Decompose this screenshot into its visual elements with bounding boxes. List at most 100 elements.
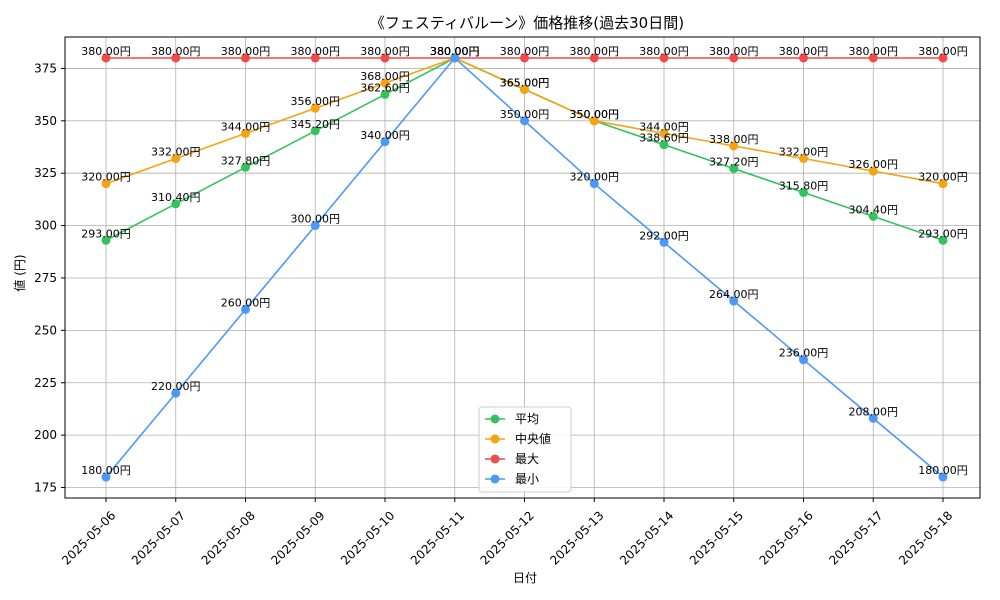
- data-label: 380.00円: [570, 45, 620, 58]
- x-tick-label: 2025-05-08: [199, 508, 258, 567]
- data-point: [101, 235, 111, 245]
- data-point: [868, 53, 878, 63]
- data-point: [799, 53, 808, 63]
- data-label: 292.00円: [639, 229, 689, 242]
- data-label: 380.00円: [291, 45, 341, 58]
- data-label: 365.00円: [500, 76, 550, 89]
- data-point: [659, 53, 669, 63]
- data-label: 236.00円: [779, 347, 829, 360]
- x-tick-label: 2025-05-06: [59, 508, 118, 567]
- data-point: [659, 237, 669, 247]
- data-label: 380.00円: [639, 45, 689, 58]
- legend-marker: [490, 414, 500, 424]
- x-tick-label: 2025-05-14: [617, 508, 676, 567]
- data-label: 180.00円: [81, 464, 131, 477]
- data-point: [520, 84, 529, 94]
- y-tick-label: 175: [34, 481, 57, 495]
- data-label: 380.00円: [81, 45, 131, 58]
- data-point: [101, 472, 111, 482]
- data-point: [380, 89, 390, 99]
- legend-marker: [490, 454, 500, 464]
- data-point: [241, 162, 250, 172]
- data-point: [589, 53, 599, 63]
- data-label: 300.00円: [291, 213, 341, 226]
- data-point: [380, 53, 390, 63]
- data-point: [729, 53, 739, 63]
- data-point: [938, 53, 948, 63]
- data-point: [868, 166, 878, 176]
- data-point: [380, 78, 390, 88]
- data-label: 350.00円: [500, 108, 550, 121]
- y-tick-label: 275: [34, 271, 57, 285]
- data-label: 338.00円: [709, 133, 759, 146]
- data-point: [659, 128, 669, 138]
- legend-label: 最小: [515, 472, 539, 486]
- data-label: 350.00円: [570, 108, 620, 121]
- data-point: [799, 355, 808, 365]
- data-label: 320.00円: [570, 171, 620, 184]
- series-2: [101, 53, 948, 189]
- data-label: 380.00円: [221, 45, 271, 58]
- data-point: [241, 304, 250, 314]
- data-label: 220.00円: [151, 380, 201, 393]
- chart-title: 《フェスティバルーン》価格推移(過去30日間): [370, 14, 684, 32]
- data-point: [938, 235, 948, 245]
- data-label: 380.00円: [918, 45, 968, 58]
- data-label: 315.80円: [779, 179, 829, 192]
- legend-label: 中央値: [515, 431, 551, 446]
- grid: [65, 37, 980, 498]
- data-label: 368.00円: [360, 70, 410, 83]
- data-label: 264.00円: [709, 288, 759, 301]
- x-tick-label: 2025-05-11: [408, 508, 467, 567]
- data-label: 380.00円: [849, 45, 899, 58]
- data-point: [799, 154, 808, 164]
- x-tick-label: 2025-05-12: [478, 508, 537, 567]
- data-point: [101, 179, 111, 189]
- data-point: [241, 128, 250, 138]
- data-label: 293.00円: [81, 227, 131, 240]
- data-point: [938, 179, 948, 189]
- x-tick-label: 2025-05-07: [129, 508, 188, 567]
- data-point: [241, 53, 250, 63]
- data-label: 380.00円: [430, 45, 480, 58]
- data-point: [380, 137, 390, 147]
- data-label: 380.00円: [360, 45, 410, 58]
- data-point: [659, 140, 669, 150]
- data-label: 362.60円: [360, 81, 410, 94]
- plot-frame: [64, 36, 981, 499]
- data-label: 180.00円: [918, 464, 968, 477]
- x-axis-label: 日付: [513, 571, 537, 585]
- data-label: 380.00円: [430, 45, 480, 58]
- legend-item-2: 中央値: [485, 431, 551, 446]
- data-label: 380.00円: [779, 45, 829, 58]
- data-point: [589, 179, 599, 189]
- y-tick-label: 300: [34, 219, 57, 233]
- data-point: [729, 141, 739, 151]
- legend-box: [478, 406, 572, 493]
- data-point: [868, 413, 878, 423]
- legend-marker: [490, 434, 500, 444]
- x-tick-label: 2025-05-17: [826, 508, 885, 567]
- data-point: [450, 53, 460, 63]
- data-label: 365.00円: [500, 76, 550, 89]
- data-label: 327.20円: [709, 156, 759, 169]
- y-tick-label: 350: [34, 114, 57, 128]
- data-label: 310.40円: [151, 191, 201, 204]
- legend-item-3: 最大: [485, 452, 539, 466]
- data-label: 320.00円: [81, 171, 131, 184]
- data-label: 208.00円: [849, 405, 899, 418]
- data-label: 344.00円: [639, 120, 689, 133]
- data-label: 293.00円: [918, 227, 968, 240]
- data-point: [310, 221, 320, 231]
- x-tick-label: 2025-05-13: [547, 508, 606, 567]
- data-label: 380.00円: [151, 45, 201, 58]
- y-tick-label: 325: [34, 166, 57, 180]
- x-tick-label: 2025-05-15: [687, 508, 746, 567]
- data-point: [171, 53, 181, 63]
- series-4: [101, 53, 948, 482]
- data-label: 380.00円: [430, 45, 480, 58]
- data-label: 380.00円: [500, 45, 550, 58]
- x-tick-label: 2025-05-16: [757, 508, 816, 567]
